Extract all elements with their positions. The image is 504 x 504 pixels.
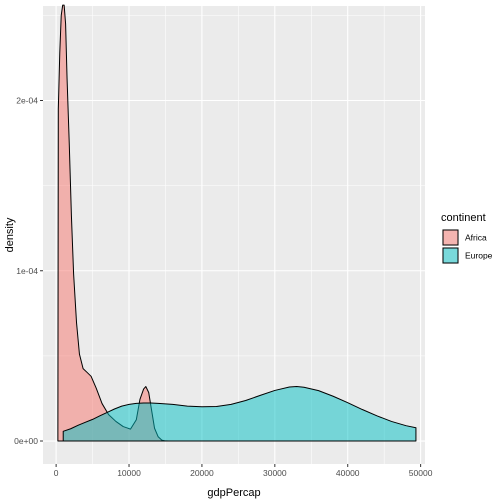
x-tick-label: 30000 [263,468,287,478]
x-tick-label: 40000 [336,468,360,478]
x-tick-label: 0 [54,468,59,478]
legend: continent Africa Europe [441,212,493,264]
x-tick-label: 50000 [409,468,433,478]
x-axis-title: gdpPercap [207,487,260,499]
x-tick-label: 10000 [117,468,141,478]
y-axis: 0e+00 1e-04 2e-04 [14,95,43,446]
y-tick-label: 2e-04 [16,95,38,105]
legend-label-africa: Africa [465,233,487,243]
legend-key-africa [442,229,459,246]
plot-background [43,6,425,464]
major-gridlines [43,6,425,464]
y-tick-label: 1e-04 [16,266,38,276]
legend-label-europe: Europe [465,251,493,261]
minor-gridlines [43,6,425,464]
density-areas [57,4,417,442]
legend-key-europe [442,247,459,264]
density-area-europe [62,386,417,442]
legend-title: continent [441,212,486,224]
y-axis-title: density [4,217,16,252]
y-tick-label: 0e+00 [14,436,38,446]
x-axis: 0 10000 20000 30000 40000 50000 [54,464,433,478]
x-tick-label: 20000 [190,468,214,478]
